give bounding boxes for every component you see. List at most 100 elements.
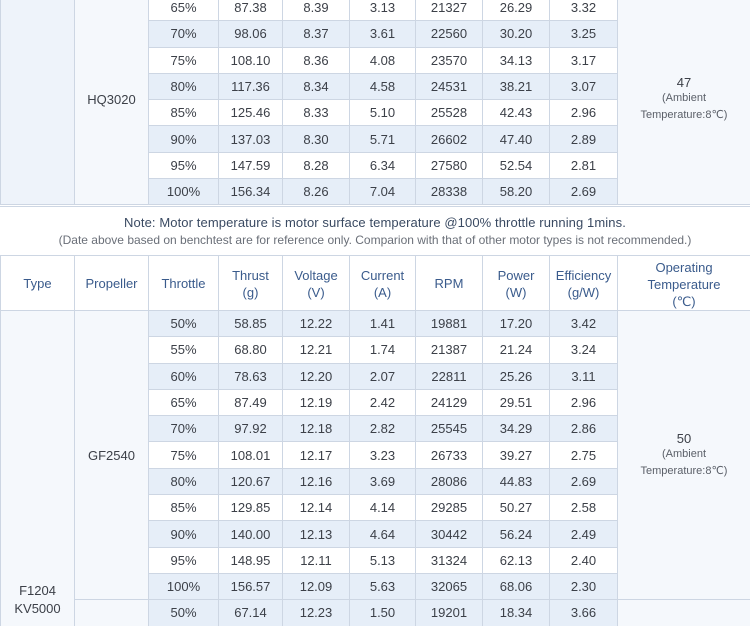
voltage-cell: 12.16	[282, 467, 350, 496]
rpm-cell: 28338	[415, 178, 483, 206]
throttle-cell: 65%	[148, 388, 219, 417]
voltage-cell: 12.23	[282, 599, 350, 626]
power-cell: 42.43	[482, 99, 550, 127]
thrust-cell: 78.63	[218, 362, 283, 390]
thrust-cell: 156.34	[218, 178, 283, 206]
rpm-cell: 19201	[415, 599, 483, 626]
table-row: 55% 68.80 12.21 1.74 21387 21.24 3.24	[1, 336, 750, 364]
power-cell: 68.06	[482, 572, 550, 601]
power-cell: 34.13	[482, 46, 550, 74]
throttle-cell: 60%	[148, 362, 219, 390]
rpm-cell: 28086	[415, 467, 483, 496]
throttle-cell: 65%	[148, 0, 219, 22]
table-row: 75% 108.01 12.17 3.23 26733 39.27 2.75	[1, 441, 750, 469]
propeller-cell: GF2540	[74, 309, 149, 601]
voltage-cell: 8.26	[282, 178, 350, 206]
current-cell: 4.64	[349, 520, 416, 548]
rpm-cell: 22560	[415, 20, 483, 48]
power-cell: 30.20	[482, 20, 550, 48]
table-row: 100% 156.34 8.26 7.04 28338 58.20 2.69	[1, 178, 750, 206]
hq3020-table: HQ3020 65% 87.38 8.39 3.13 21327 26.29 3.32 47 (A…	[0, 0, 750, 206]
efficiency-cell: 3.42	[549, 309, 618, 338]
thrust-cell: 108.01	[218, 441, 283, 469]
efficiency-cell: 2.89	[549, 125, 618, 153]
header-rpm: RPM	[415, 255, 483, 311]
rpm-cell: 32065	[415, 572, 483, 601]
efficiency-cell: 3.32	[549, 0, 618, 22]
throttle-cell: 90%	[148, 520, 219, 548]
table-row: 85% 129.85 12.14 4.14 29285 50.27 2.58	[1, 494, 750, 522]
current-cell: 1.74	[349, 336, 416, 364]
voltage-cell: 8.37	[282, 20, 350, 48]
rpm-cell: 26602	[415, 125, 483, 153]
throttle-cell: 90%	[148, 125, 219, 153]
efficiency-cell: 3.17	[549, 46, 618, 74]
rpm-cell: 27580	[415, 151, 483, 180]
throttle-cell: 80%	[148, 72, 219, 101]
voltage-cell: 12.11	[282, 546, 350, 574]
table-row: 70% 97.92 12.18 2.82 25545 34.29 2.86	[1, 415, 750, 443]
thrust-cell: 125.46	[218, 99, 283, 127]
power-cell: 25.26	[482, 362, 550, 390]
power-cell: 18.34	[482, 599, 550, 626]
voltage-cell: 8.34	[282, 72, 350, 101]
temperature-value: 47	[676, 75, 692, 91]
voltage-cell: 12.21	[282, 336, 350, 364]
throttle-cell: 95%	[148, 546, 219, 574]
efficiency-cell: 2.75	[549, 441, 618, 469]
header-operating-temperature: Operating Temperature (℃)	[617, 255, 750, 311]
throttle-cell: 50%	[148, 309, 219, 338]
motor-model: F1204	[19, 582, 56, 598]
rpm-cell: 31324	[415, 546, 483, 574]
voltage-cell: 12.13	[282, 520, 350, 548]
note-temperature: Note: Motor temperature is motor surface…	[124, 215, 626, 230]
motor-kv: KV5000	[14, 600, 61, 616]
thrust-cell: 58.85	[218, 309, 283, 338]
temperature-cell-next	[617, 599, 750, 626]
current-cell: 3.69	[349, 467, 416, 496]
thrust-cell: 129.85	[218, 494, 283, 522]
table-row: 50% 67.14 12.23 1.50 19201 18.34 3.66	[1, 599, 750, 626]
table-row: 95% 147.59 8.28 6.34 27580 52.54 2.81	[1, 151, 750, 180]
rpm-cell: 25545	[415, 415, 483, 443]
note-band: Note: Motor temperature is motor surface…	[0, 206, 750, 255]
efficiency-cell: 2.69	[549, 178, 618, 206]
f1204-table: Type Propeller Throttle Thrust (g) Voltag…	[0, 255, 750, 626]
efficiency-cell: 3.11	[549, 362, 618, 390]
header-efficiency: Efficiency (g/W)	[549, 255, 618, 311]
throttle-cell: 75%	[148, 46, 219, 74]
table-row: HQ3020 65% 87.38 8.39 3.13 21327 26.29 3.32 47 (A…	[0, 0, 750, 206]
table-row: F1204 KV5000 GF2540 50% 58.85 12.22 1.41 19881 1…	[0, 309, 750, 626]
efficiency-cell: 2.49	[549, 520, 618, 548]
rpm-cell: 24531	[415, 72, 483, 101]
throttle-cell: 100%	[148, 178, 219, 206]
throttle-cell: 85%	[148, 99, 219, 127]
current-cell: 2.42	[349, 388, 416, 417]
voltage-cell: 12.19	[282, 388, 350, 417]
throttle-cell: 100%	[148, 572, 219, 601]
throttle-cell: 50%	[148, 599, 219, 626]
voltage-cell: 12.20	[282, 362, 350, 390]
current-cell: 4.08	[349, 46, 416, 74]
efficiency-cell: 2.40	[549, 546, 618, 574]
efficiency-cell: 3.07	[549, 72, 618, 101]
voltage-cell: 12.18	[282, 415, 350, 443]
current-cell: 6.34	[349, 151, 416, 180]
power-cell: 52.54	[482, 151, 550, 180]
thrust-cell: 148.95	[218, 546, 283, 574]
efficiency-cell: 3.24	[549, 336, 618, 364]
current-cell: 7.04	[349, 178, 416, 206]
thrust-cell: 87.38	[218, 0, 283, 22]
thrust-cell: 140.00	[218, 520, 283, 548]
current-cell: 4.14	[349, 494, 416, 522]
table-row: 80% 120.67 12.16 3.69 28086 44.83 2.69	[1, 467, 750, 496]
header-voltage: Voltage (V)	[282, 255, 350, 311]
ambient-temperature: Temperature:8℃)	[640, 464, 728, 477]
current-cell: 1.41	[349, 309, 416, 338]
note-disclaimer: (Date above based on benchtest are for r…	[58, 233, 692, 247]
thrust-cell: 67.14	[218, 599, 283, 626]
current-cell: 3.23	[349, 441, 416, 469]
voltage-cell: 12.22	[282, 309, 350, 338]
rpm-cell: 26733	[415, 441, 483, 469]
